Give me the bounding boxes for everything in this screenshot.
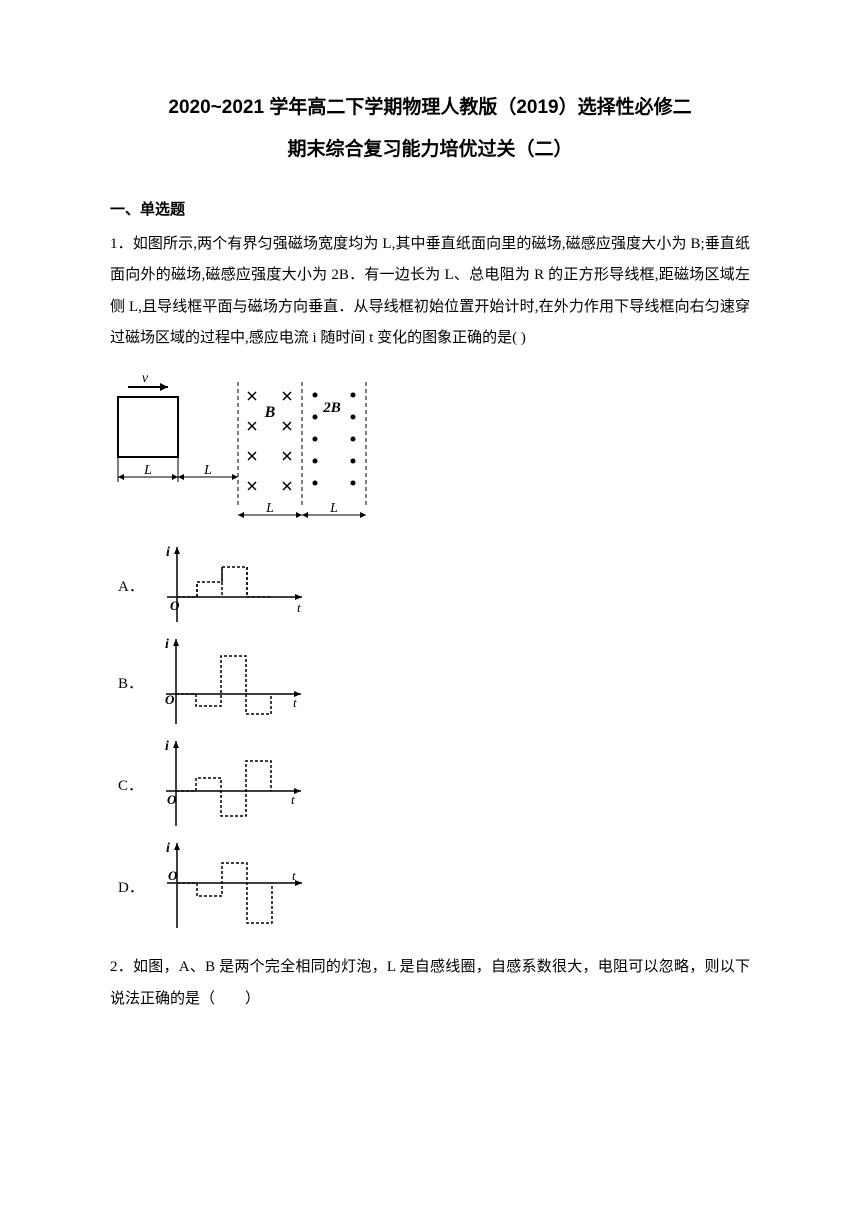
svg-text:O: O xyxy=(167,792,177,807)
option-b-letter: B． xyxy=(118,670,143,699)
question-2-body: 如图，A、B 是两个完全相同的灯泡，L 是自感线圈，自感系数很大，电阻可以忽略，… xyxy=(110,959,750,1007)
svg-text:t: t xyxy=(292,868,296,883)
question-1-body: 如图所示,两个有界匀强磁场宽度均为 L,其中垂直纸面向里的磁场,磁感应强度大小为… xyxy=(110,236,750,347)
option-a-letter: A． xyxy=(118,573,144,602)
option-b-row: B． i O t xyxy=(110,634,750,734)
svg-text:O: O xyxy=(170,598,180,613)
svg-text:t: t xyxy=(293,695,297,710)
svg-text:2B: 2B xyxy=(322,400,341,416)
svg-text:i: i xyxy=(165,637,169,652)
svg-text:O: O xyxy=(168,868,178,883)
question-2-number: 2． xyxy=(110,959,133,975)
option-a-graph: i O t xyxy=(152,542,312,632)
svg-text:L: L xyxy=(329,501,338,516)
svg-text:i: i xyxy=(166,841,170,856)
option-c-letter: C． xyxy=(118,772,143,801)
option-d-letter: D． xyxy=(118,874,144,903)
question-1-text: 1．如图所示,两个有界匀强磁场宽度均为 L,其中垂直纸面向里的磁场,磁感应强度大… xyxy=(110,229,750,355)
svg-text:L: L xyxy=(203,463,212,478)
svg-text:i: i xyxy=(166,545,170,560)
question-1-diagram: v L L B xyxy=(110,367,750,533)
svg-text:B: B xyxy=(264,404,276,421)
section-heading: 一、单选题 xyxy=(110,196,750,225)
svg-text:t: t xyxy=(291,792,295,807)
option-d-graph: i O t xyxy=(152,838,312,938)
svg-text:L: L xyxy=(265,501,274,516)
page-subtitle: 期末综合复习能力培优过关（二） xyxy=(110,132,750,168)
magnetic-field-diagram: v L L B xyxy=(110,367,400,522)
option-c-row: C． i O t xyxy=(110,736,750,836)
option-d-row: D． i O t xyxy=(110,838,750,938)
svg-text:t: t xyxy=(297,600,301,615)
svg-text:i: i xyxy=(165,739,169,754)
velocity-label: v xyxy=(142,371,149,386)
svg-text:O: O xyxy=(165,692,175,707)
option-c-graph: i O t xyxy=(151,736,311,836)
option-a-row: A． i O t xyxy=(110,542,750,632)
svg-text:L: L xyxy=(143,463,152,478)
page-title: 2020~2021 学年高二下学期物理人教版（2019）选择性必修二 xyxy=(110,90,750,126)
option-b-graph: i O t xyxy=(151,634,311,734)
question-1-number: 1． xyxy=(110,236,133,252)
question-2-text: 2．如图，A、B 是两个完全相同的灯泡，L 是自感线圈，自感系数很大，电阻可以忽… xyxy=(110,952,750,1015)
